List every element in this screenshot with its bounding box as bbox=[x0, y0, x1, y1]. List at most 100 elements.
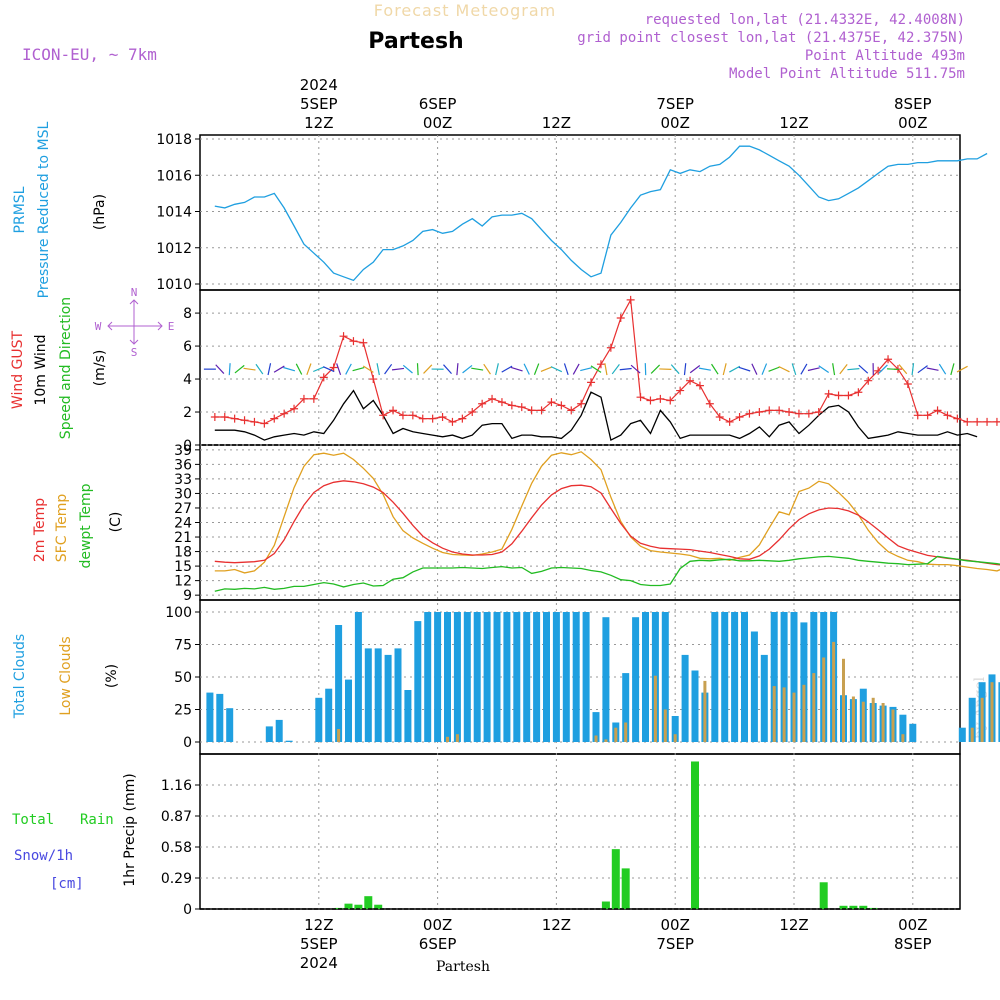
wind-label-dir: Speed and Direction bbox=[58, 297, 74, 439]
low-cloud-bar bbox=[851, 696, 855, 742]
y-tick-label: 2 bbox=[183, 405, 192, 421]
gust-point bbox=[438, 412, 447, 421]
time-label-bottom: 5SEP bbox=[300, 935, 338, 953]
wind-arrow bbox=[590, 365, 602, 373]
gust-point bbox=[418, 414, 427, 423]
total-cloud-bar bbox=[226, 708, 234, 742]
dewpoint-line bbox=[214, 555, 1000, 592]
panel-frame bbox=[199, 753, 961, 910]
wind-arrow bbox=[283, 366, 296, 372]
wind-arrow bbox=[729, 365, 741, 373]
rain-bar bbox=[364, 896, 373, 909]
y-tick-label: 36 bbox=[174, 457, 192, 473]
gust-point bbox=[210, 412, 219, 421]
gust-point bbox=[814, 408, 823, 417]
wind-arrow bbox=[738, 366, 751, 372]
info-line-2: grid point closest lon,lat (21.4375E, 42… bbox=[577, 30, 965, 46]
y-tick-label: 8 bbox=[183, 306, 192, 322]
total-cloud-bar bbox=[721, 612, 729, 742]
gust-point bbox=[963, 417, 972, 426]
precip-unit: 1hr Precip (mm) bbox=[122, 773, 138, 886]
wind-arrow bbox=[443, 364, 452, 375]
total-cloud-bar bbox=[533, 612, 541, 742]
time-label-top: 8SEP bbox=[894, 95, 932, 113]
total-cloud-bar bbox=[770, 612, 778, 742]
total-cloud-bar bbox=[285, 740, 293, 742]
y-tick-label: 1010 bbox=[156, 277, 192, 293]
temp-label-dew: dewpt Temp bbox=[78, 483, 94, 568]
low-cloud-bar bbox=[970, 727, 974, 742]
temp-2m-line bbox=[214, 480, 1000, 566]
wind-arrow bbox=[391, 367, 405, 371]
low-cloud-bar bbox=[891, 709, 895, 742]
gust-point bbox=[765, 406, 774, 415]
gust-point bbox=[329, 363, 338, 372]
y-tick-label: 0 bbox=[183, 735, 192, 751]
low-cloud-bar bbox=[901, 734, 905, 742]
gust-point bbox=[488, 394, 497, 403]
low-cloud-bar bbox=[842, 658, 845, 742]
total-cloud-bar bbox=[513, 612, 521, 742]
wind-arrow bbox=[273, 365, 285, 373]
y-tick-label: 25 bbox=[174, 703, 192, 719]
total-cloud-bar bbox=[354, 612, 362, 742]
gust-point bbox=[864, 376, 873, 385]
total-cloud-bar bbox=[206, 692, 214, 742]
gust-point bbox=[507, 401, 516, 410]
gust-point bbox=[339, 332, 348, 341]
y-tick-label: 12 bbox=[174, 574, 192, 590]
gust-point bbox=[676, 386, 685, 395]
low-cloud-bar bbox=[871, 697, 875, 742]
precip-label-rain: Rain bbox=[80, 812, 114, 828]
total-cloud-bar bbox=[384, 654, 392, 742]
wind-arrow bbox=[462, 364, 473, 374]
total-cloud-bar bbox=[691, 670, 699, 742]
total-cloud-bar bbox=[661, 612, 669, 742]
time-label-top: 12Z bbox=[304, 114, 333, 132]
wind-labels: Wind GUST 10m Wind Speed and Direction (… bbox=[10, 286, 174, 439]
wind-arrow bbox=[402, 364, 413, 374]
wind-arrow bbox=[215, 364, 225, 374]
total-cloud-bar bbox=[444, 612, 451, 742]
total-cloud-bar bbox=[780, 612, 788, 742]
sfc-temp-line bbox=[214, 451, 1000, 574]
wind-arrow bbox=[604, 363, 608, 376]
wind-arrow bbox=[228, 363, 231, 376]
wind-arrow bbox=[832, 363, 836, 376]
total-cloud-bar bbox=[523, 612, 531, 742]
y-tick-label: 1012 bbox=[156, 241, 192, 257]
wind-arrow bbox=[306, 363, 312, 375]
wind-arrow bbox=[926, 367, 939, 371]
y-tick-label: 0.58 bbox=[161, 840, 192, 856]
y-tick-label: 1018 bbox=[156, 132, 192, 148]
pressure-line bbox=[214, 145, 988, 282]
gust-point bbox=[884, 355, 893, 364]
time-label-top: 5SEP bbox=[300, 95, 338, 113]
low-cloud-bar bbox=[772, 686, 776, 742]
wind-gust-line bbox=[214, 297, 1000, 425]
compass-s: S bbox=[131, 346, 138, 359]
gust-point bbox=[537, 406, 546, 415]
total-cloud-bar bbox=[800, 622, 808, 742]
time-label-top: 2024 bbox=[300, 76, 338, 94]
gust-point bbox=[735, 412, 744, 421]
total-cloud-bar bbox=[562, 612, 570, 742]
model-label: ICON-EU, ~ 7km bbox=[22, 45, 157, 64]
gust-point bbox=[903, 379, 912, 388]
wind-arrow bbox=[510, 366, 523, 372]
cloud-unit: (%) bbox=[104, 664, 120, 688]
gust-point bbox=[260, 419, 269, 428]
total-cloud-bar bbox=[493, 612, 501, 742]
gust-point bbox=[428, 414, 437, 423]
wind-arrow bbox=[234, 364, 245, 374]
low-cloud-bar bbox=[881, 703, 885, 742]
rain-bar bbox=[691, 761, 699, 909]
time-label-bottom: 00Z bbox=[423, 916, 452, 934]
gust-point bbox=[408, 411, 417, 420]
total-cloud-bar bbox=[790, 612, 798, 742]
gust-point bbox=[666, 396, 675, 405]
wind-arrow bbox=[611, 363, 620, 375]
total-cloud-bar bbox=[374, 648, 382, 742]
